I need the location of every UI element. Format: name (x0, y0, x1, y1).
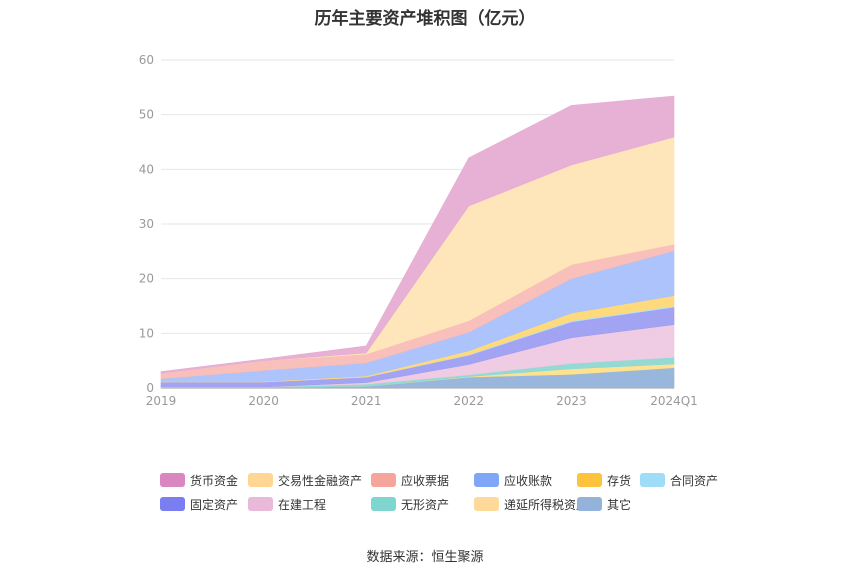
legend-item[interactable]: 无形资产 (371, 496, 449, 512)
x-tick-label: 2019 (146, 394, 177, 408)
legend-item[interactable]: 货币资金 (160, 472, 238, 488)
legend-item[interactable]: 其它 (577, 496, 631, 512)
y-tick-label: 10 (139, 326, 154, 340)
area-layer (160, 95, 675, 389)
legend-swatch (640, 473, 665, 487)
legend-label: 其它 (607, 497, 632, 512)
legend-swatch (577, 497, 602, 511)
legend-label: 无形资产 (401, 497, 450, 512)
x-tick-label: 2021 (351, 394, 382, 408)
legend-swatch (160, 497, 185, 511)
legend-item[interactable]: 递延所得税资产 (474, 496, 588, 512)
legend-swatch (248, 473, 273, 487)
legend-label: 固定资产 (190, 497, 239, 512)
x-tick-label: 2020 (248, 394, 279, 408)
y-tick-label: 30 (139, 217, 154, 231)
legend-swatch (371, 473, 396, 487)
legend-label: 存货 (607, 473, 632, 488)
source-note: 数据来源：恒生聚源 (366, 550, 484, 565)
legend-label: 应收账款 (504, 473, 553, 488)
legend-label: 合同资产 (670, 473, 719, 488)
legend-item[interactable]: 存货 (577, 472, 631, 488)
legend-item[interactable]: 合同资产 (640, 472, 718, 488)
chart-title: 历年主要资产堆积图（亿元） (314, 9, 536, 29)
stacked-area-plot: 0 10 20 30 40 50 60 2019 2020 2021 2022 2023 2024Q1 (139, 53, 698, 408)
y-tick-label: 40 (139, 162, 154, 176)
legend-label: 应收票据 (401, 473, 450, 488)
legend-label: 在建工程 (278, 497, 327, 512)
legend-item[interactable]: 在建工程 (248, 496, 326, 512)
x-tick-label: 2024Q1 (650, 394, 698, 408)
legend-swatch (371, 497, 396, 511)
y-tick-label: 0 (146, 381, 154, 395)
y-tick-label: 60 (139, 53, 154, 67)
x-tick-label: 2022 (454, 394, 485, 408)
legend-item[interactable]: 固定资产 (160, 496, 238, 512)
legend-swatch (160, 473, 185, 487)
axis-layer: 0 10 20 30 40 50 60 2019 2020 2021 2022 2023 2024Q1 (139, 53, 698, 408)
legend-label: 货币资金 (190, 473, 239, 488)
area-series-10 (160, 95, 675, 374)
legend-swatch (474, 473, 499, 487)
x-tick-label: 2023 (556, 394, 587, 408)
legend-item[interactable]: 应收账款 (474, 472, 552, 488)
y-tick-label: 20 (139, 272, 154, 286)
legend-item[interactable]: 交易性金融资产 (248, 472, 362, 488)
y-tick-label: 50 (139, 108, 154, 122)
legend-swatch (248, 497, 273, 511)
legend-label: 递延所得税资产 (504, 497, 589, 512)
legend-item[interactable]: 应收票据 (371, 472, 449, 488)
legend-swatch (577, 473, 602, 487)
legend-swatch (474, 497, 499, 511)
legend-label: 交易性金融资产 (278, 473, 363, 488)
